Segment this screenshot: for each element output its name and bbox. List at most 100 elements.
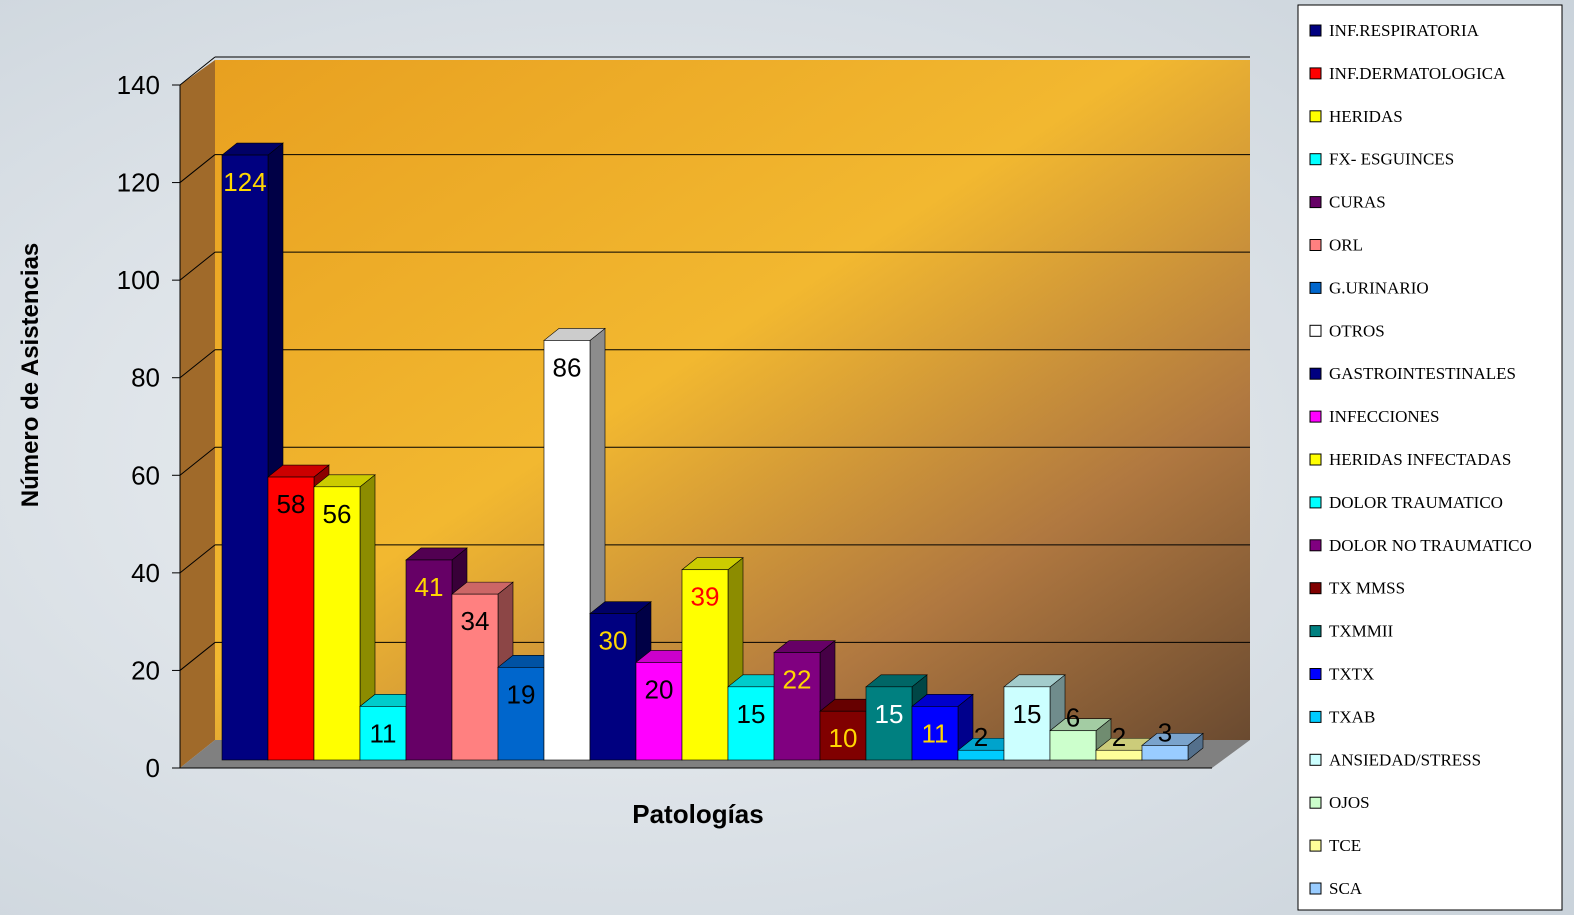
y-tick-label: 80 (131, 363, 160, 393)
legend-swatch (1309, 496, 1322, 509)
bar (497, 667, 545, 761)
legend-swatch (1309, 67, 1322, 80)
value-label: 15 (1013, 699, 1042, 729)
legend-swatch (1309, 153, 1322, 166)
legend-label: TXAB (1329, 707, 1375, 726)
grid-line-side (179, 251, 216, 281)
legend-label: ORL (1329, 236, 1363, 255)
bar (267, 476, 315, 761)
y-tick-label: 0 (146, 753, 160, 783)
legend-swatch (1309, 196, 1322, 209)
y-tick-label: 100 (117, 265, 160, 295)
legend (1297, 4, 1563, 911)
legend-label: TX MMSS (1329, 579, 1405, 598)
bar (1003, 686, 1051, 761)
value-label: 86 (553, 352, 582, 382)
value-label: 39 (691, 582, 720, 612)
value-label: 30 (599, 626, 628, 656)
bar (819, 710, 867, 761)
legend-label: TXTX (1329, 665, 1374, 684)
grid-line-side (179, 642, 216, 671)
legend-label: GASTROINTESTINALES (1329, 364, 1516, 383)
value-label: 3 (1158, 717, 1172, 747)
legend-label: OJOS (1329, 793, 1370, 812)
value-label: 11 (922, 718, 949, 748)
legend-swatch (1309, 324, 1322, 337)
value-label: 15 (875, 699, 904, 729)
legend-label: INF.DERMATOLOGICA (1329, 64, 1506, 83)
bar (405, 559, 453, 761)
legend-swatch (1309, 882, 1322, 895)
y-tick-label: 140 (117, 70, 160, 100)
bar (313, 486, 361, 761)
legend-swatch (1309, 539, 1322, 552)
legend-swatch (1309, 410, 1322, 423)
side-wall (180, 60, 215, 768)
value-label: 34 (461, 606, 490, 636)
value-label: 20 (645, 674, 674, 704)
bar (359, 706, 407, 761)
legend-label: OTROS (1329, 321, 1385, 340)
legend-label: SCA (1329, 879, 1363, 898)
value-label: 22 (783, 665, 812, 695)
x-axis-title: Patologías (632, 799, 763, 829)
grid-line-side (179, 154, 216, 183)
grid-line-side (179, 446, 216, 476)
y-tick-label: 20 (131, 655, 160, 685)
legend-label: INFECCIONES (1329, 407, 1440, 426)
bar (635, 662, 683, 761)
value-label: 2 (1112, 722, 1126, 752)
bar (543, 340, 591, 761)
value-label: 19 (507, 679, 536, 709)
legend-label: DOLOR TRAUMATICO (1329, 493, 1503, 512)
value-label: 10 (829, 723, 858, 753)
bar (865, 686, 913, 761)
legend-swatch (1309, 796, 1322, 809)
value-label: 2 (974, 722, 988, 752)
legend-swatch (1309, 668, 1322, 680)
grid-line-side (179, 349, 216, 379)
value-label: 56 (323, 499, 352, 529)
bar (589, 613, 637, 761)
legend-label: HERIDAS INFECTADAS (1329, 450, 1511, 469)
legend-label: ANSIEDAD/STRESS (1329, 750, 1481, 769)
bar (1049, 730, 1097, 761)
legend-label: CURAS (1329, 193, 1386, 212)
value-label: 58 (277, 489, 306, 519)
legend-swatch (1309, 625, 1322, 638)
legend-label: FX- ESGUINCES (1329, 150, 1454, 169)
value-label: 11 (370, 718, 397, 748)
grid-line-side (179, 544, 216, 574)
bar (773, 652, 821, 761)
legend-label: G.URINARIO (1329, 278, 1429, 297)
bar (1141, 745, 1189, 761)
legend-swatch (1309, 839, 1322, 852)
legend-label: TXMMII (1329, 622, 1394, 641)
y-tick-label: 40 (131, 558, 160, 588)
grid-line-side (179, 56, 216, 86)
legend-label: INF.RESPIRATORIA (1329, 21, 1480, 40)
value-label: 41 (415, 572, 444, 602)
bar (911, 706, 959, 761)
bar (221, 154, 269, 761)
legend-label: TCE (1329, 836, 1361, 855)
value-label: 124 (223, 167, 266, 197)
value-label: 6 (1066, 703, 1080, 733)
y-tick-label: 60 (131, 460, 160, 490)
legend-label: HERIDAS (1329, 107, 1403, 126)
legend-swatch (1309, 110, 1322, 123)
legend-swatch (1309, 239, 1322, 251)
value-label: 15 (737, 699, 766, 729)
legend-swatch (1309, 453, 1322, 466)
y-tick-label: 120 (117, 168, 160, 198)
bar (681, 569, 729, 761)
bar (451, 593, 499, 761)
legend-swatch (1309, 753, 1322, 766)
legend-swatch (1309, 710, 1322, 723)
legend-swatch (1309, 281, 1322, 294)
legend-swatch (1309, 582, 1322, 595)
y-axis-title: Número de Asistencias (17, 243, 44, 508)
bar (727, 686, 775, 761)
